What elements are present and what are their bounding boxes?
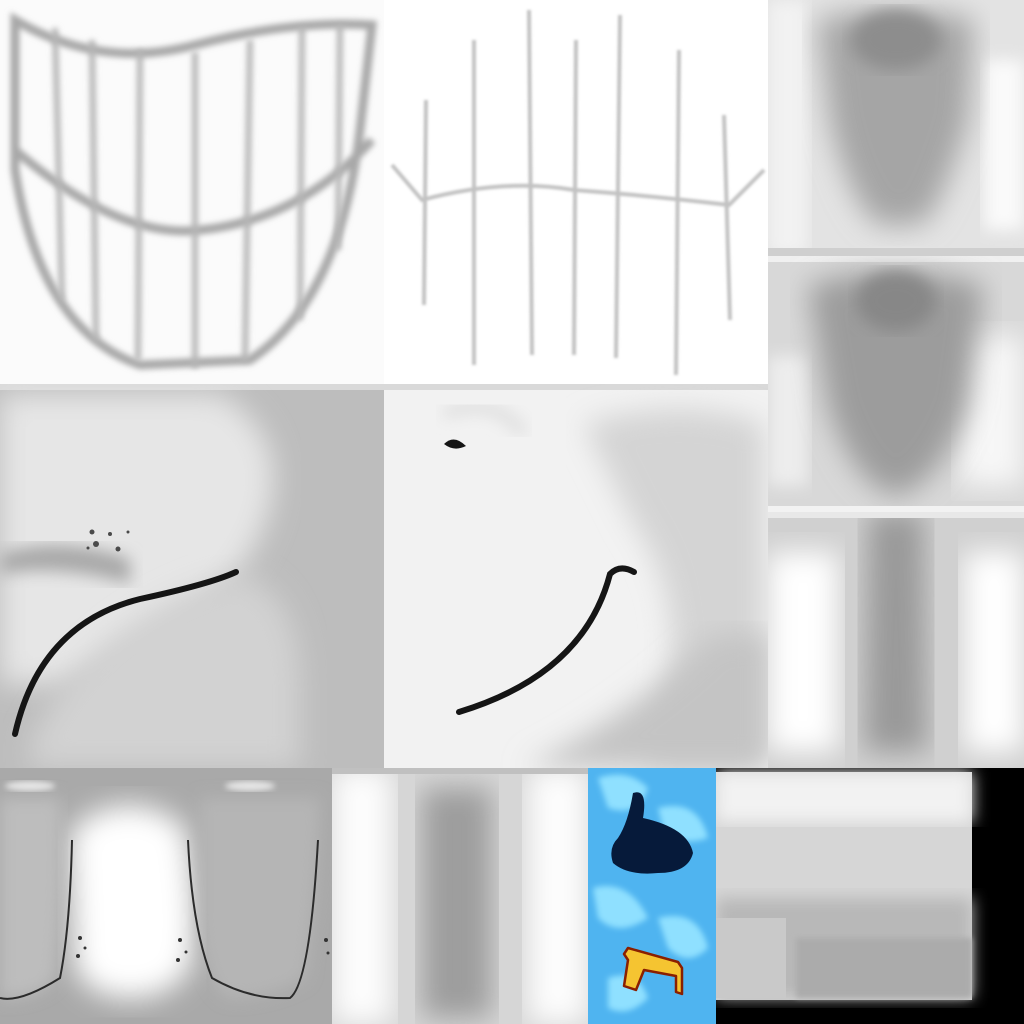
cheek-left-texture (0, 384, 384, 768)
gum-freckles (76, 936, 330, 962)
eye-decal-drawing (588, 768, 716, 1024)
cheek-right-drawing (384, 384, 768, 768)
eye-mark (444, 439, 466, 449)
gum-strip-drawing (0, 768, 332, 1024)
tooth-lines-texture (384, 0, 768, 384)
torso-shade-b-texture (768, 256, 1024, 512)
neck-shade-texture (332, 768, 588, 1024)
eye-decal-texture (588, 768, 716, 1024)
torso-shade-c-drawing (768, 512, 1024, 768)
mouth-line-left (12, 569, 239, 737)
gum-outline (0, 839, 319, 1000)
pupil-shape (611, 792, 693, 874)
tooth-lines (390, 9, 766, 376)
torso-shade-b-drawing (768, 256, 1024, 512)
teeth-grin-drawing (0, 0, 384, 384)
mouth-line-right (456, 565, 637, 715)
torso-shade-a-drawing (768, 0, 1024, 256)
torso-shade-c-texture (768, 512, 1024, 768)
yellow-decal (622, 946, 684, 996)
neck-shade-drawing (332, 768, 588, 1024)
cap-shade-texture (716, 768, 1024, 1024)
teeth-grin-texture (0, 0, 384, 384)
cheek-right-texture (384, 384, 768, 768)
tooth-dividers (52, 23, 343, 368)
cap-shade-drawing (716, 768, 1024, 1024)
gum-strip-texture (0, 768, 332, 1024)
torso-shade-a-texture (768, 0, 1024, 256)
teeth-outline (10, 12, 378, 370)
freckles-left (86, 529, 130, 552)
cheek-left-drawing (0, 384, 384, 768)
tooth-lines-drawing (384, 0, 768, 384)
